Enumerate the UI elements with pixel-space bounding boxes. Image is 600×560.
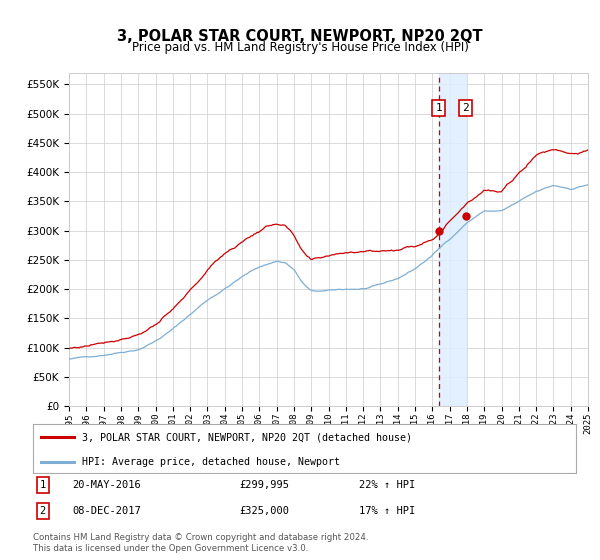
- Text: 2: 2: [40, 506, 46, 516]
- Bar: [439, 73, 466, 406]
- Text: 08-DEC-2017: 08-DEC-2017: [72, 506, 141, 516]
- Text: 20-MAY-2016: 20-MAY-2016: [72, 480, 141, 490]
- Text: 1: 1: [40, 480, 46, 490]
- Text: 2: 2: [462, 103, 469, 113]
- Text: Price paid vs. HM Land Registry's House Price Index (HPI): Price paid vs. HM Land Registry's House …: [131, 41, 469, 54]
- Text: HPI: Average price, detached house, Newport: HPI: Average price, detached house, Newp…: [82, 458, 340, 468]
- Text: 3, POLAR STAR COURT, NEWPORT, NP20 2QT: 3, POLAR STAR COURT, NEWPORT, NP20 2QT: [117, 30, 483, 44]
- Text: £299,995: £299,995: [239, 480, 289, 490]
- Text: 17% ↑ HPI: 17% ↑ HPI: [359, 506, 415, 516]
- Text: 3, POLAR STAR COURT, NEWPORT, NP20 2QT (detached house): 3, POLAR STAR COURT, NEWPORT, NP20 2QT (…: [82, 432, 412, 442]
- Text: Contains HM Land Registry data © Crown copyright and database right 2024.
This d: Contains HM Land Registry data © Crown c…: [33, 533, 368, 553]
- Text: 22% ↑ HPI: 22% ↑ HPI: [359, 480, 415, 490]
- Text: £325,000: £325,000: [239, 506, 289, 516]
- Text: 1: 1: [436, 103, 442, 113]
